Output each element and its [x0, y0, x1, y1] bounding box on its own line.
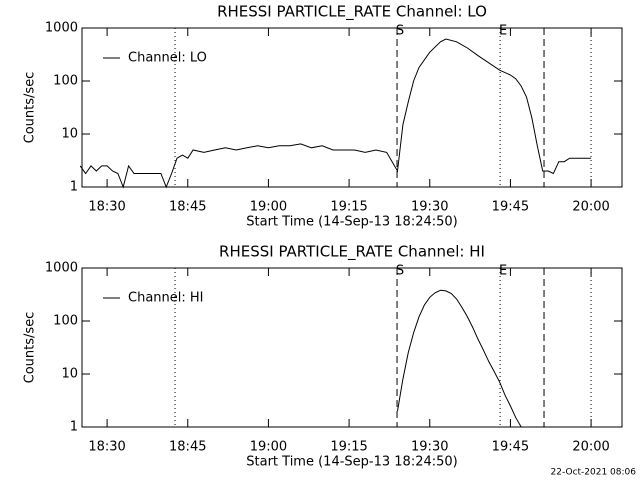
legend-label: Channel: LO — [128, 51, 207, 66]
x-tick-label: 19:45 — [492, 200, 529, 215]
x-tick-label: 19:15 — [330, 440, 367, 455]
x-axis-label: Start Time (14-Sep-13 18:24:50) — [246, 215, 457, 230]
y-axis-label: Counts/sec — [23, 312, 38, 384]
y-tick-label: 10 — [61, 127, 78, 142]
y-tick-label: 100 — [53, 74, 78, 89]
y-axis-label: Counts/sec — [23, 72, 38, 144]
y-tick-label: 10 — [61, 367, 78, 382]
x-tick-label: 18:30 — [88, 440, 125, 455]
chart-title: RHESSI PARTICLE_RATE Channel: HI — [219, 243, 485, 262]
y-tick-label: 1 — [70, 420, 78, 435]
footer: 22-Oct-2021 08:06 — [551, 468, 637, 478]
x-tick-label: 19:45 — [492, 440, 529, 455]
plot-frame — [81, 267, 623, 428]
x-tick-label: 19:15 — [330, 200, 367, 215]
x-tick-label: 18:30 — [88, 200, 125, 215]
x-tick-label: 18:45 — [169, 200, 206, 215]
x-tick-label: 19:30 — [411, 440, 448, 455]
x-tick-label: 20:00 — [572, 200, 609, 215]
x-tick-label: 19:00 — [250, 440, 287, 455]
x-tick-label: 18:45 — [169, 440, 206, 455]
marker-label: E — [499, 264, 507, 279]
data-line — [397, 289, 522, 428]
marker-label: E — [499, 24, 507, 39]
marker-label: S — [396, 24, 404, 39]
data-line — [79, 38, 592, 189]
x-axis-label: Start Time (14-Sep-13 18:24:50) — [246, 455, 457, 470]
chart-title: RHESSI PARTICLE_RATE Channel: LO — [217, 3, 487, 22]
y-tick-label: 1000 — [45, 21, 78, 36]
y-tick-label: 100 — [53, 314, 78, 329]
marker-label: S — [396, 264, 404, 279]
y-tick-label: 1 — [70, 180, 78, 195]
x-tick-label: 19:30 — [411, 200, 448, 215]
plot-frame — [81, 27, 623, 188]
y-tick-label: 1000 — [45, 261, 78, 276]
legend-label: Channel: HI — [128, 291, 204, 306]
x-tick-label: 20:00 — [572, 440, 609, 455]
x-tick-label: 19:00 — [250, 200, 287, 215]
